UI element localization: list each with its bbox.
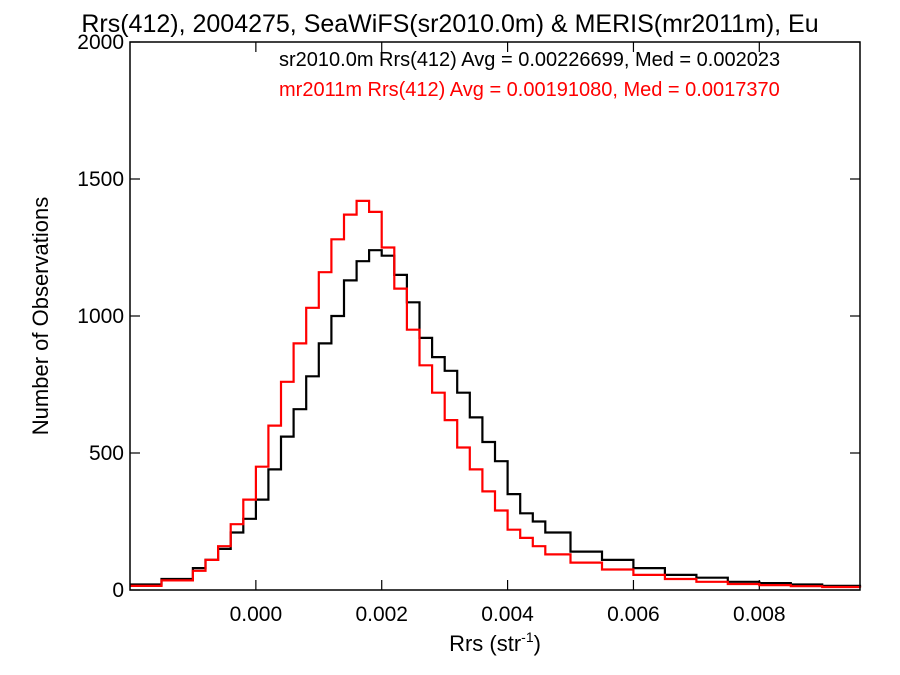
series-line-0 [130, 249, 862, 588]
x-tick-label-0: 0.000 [230, 603, 283, 626]
y-axis-ticks: 0 500 1000 1500 2000 [77, 31, 860, 602]
plot-frame [129, 41, 861, 591]
x-axis-ticks: 0.000 0.002 0.004 0.006 0.008 [230, 42, 786, 626]
chart-title: Rrs(412), 2004275, SeaWiFS(sr2010.0m) & … [81, 10, 818, 38]
x-tick-label-4: 0.008 [733, 603, 786, 626]
x-axis-label-close: ) [534, 631, 541, 656]
y-tick-label-0: 0 [112, 579, 124, 602]
y-tick-label-3: 1500 [77, 168, 124, 191]
y-tick-label-4: 2000 [77, 31, 124, 54]
x-axis-label: Rrs (str-1) [449, 629, 541, 656]
x-tick-label-2: 0.004 [481, 603, 534, 626]
y-tick-label-1: 500 [89, 442, 124, 465]
y-axis-label: Number of Observations [28, 197, 53, 435]
legend-entry-0: sr2010.0m Rrs(412) Avg = 0.00226699, Med… [279, 49, 780, 71]
x-tick-label-1: 0.002 [355, 603, 408, 626]
x-axis-label-main: Rrs (str [449, 631, 521, 656]
series-layer [130, 199, 862, 589]
x-axis-label-superscript: -1 [521, 629, 534, 645]
x-tick-label-3: 0.006 [607, 603, 660, 626]
series-line-1 [130, 199, 862, 589]
legend-entry-1: mr2011m Rrs(412) Avg = 0.00191080, Med =… [279, 79, 780, 101]
y-tick-label-2: 1000 [77, 305, 124, 328]
